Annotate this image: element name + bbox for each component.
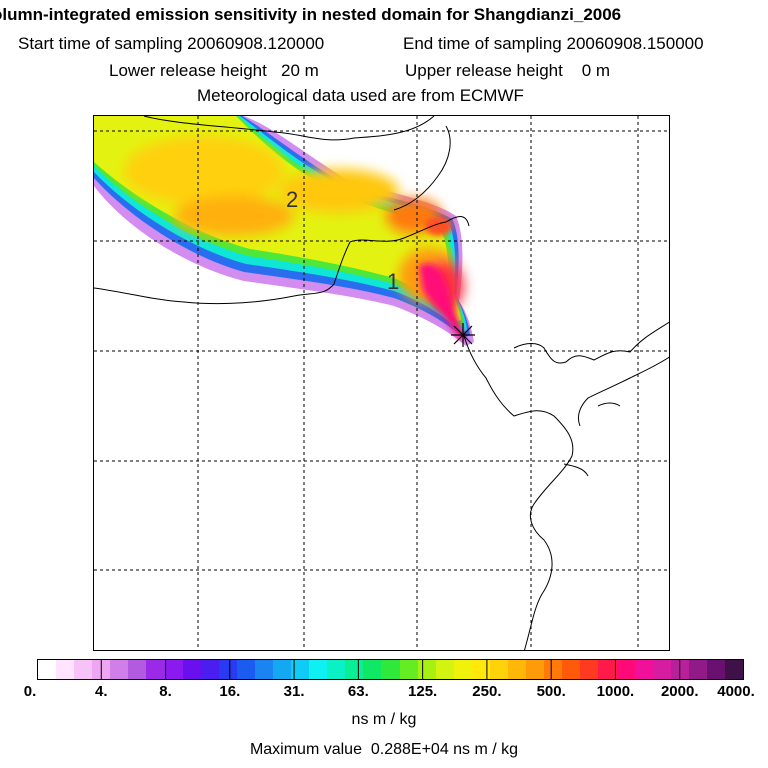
colorbar-segment (562, 660, 581, 679)
sensitivity-plume (94, 116, 474, 346)
colorbar-segment (399, 660, 418, 679)
colorbar-segment (164, 660, 183, 679)
colorbar-units: ns m / kg (351, 711, 417, 728)
colorbar-segment (634, 660, 653, 679)
map-panel: 1 2 (93, 115, 670, 651)
colorbar-dividers (100, 659, 681, 680)
lat-lon-grid (94, 116, 669, 650)
colorbar-segment (254, 660, 274, 679)
colorbar-segment (74, 660, 93, 679)
colorbar-segment (652, 660, 671, 679)
start-time-label: Start time of sampling 20060908.120000 (18, 34, 325, 53)
met-data-line: Meteorological data used are from ECMWF (197, 86, 524, 105)
colorbar-tick-label: 1000. (596, 683, 635, 700)
colorbar-tick-label: 0. (23, 683, 37, 700)
colorbar-tick-label: 31. (283, 683, 305, 700)
colorbar-tick-label: 500. (536, 683, 566, 700)
colorbar-tick-label: 4. (95, 683, 108, 700)
receptor-star-icon (451, 323, 475, 347)
colorbar-tick-label: 8. (159, 683, 172, 700)
colorbar-segment (489, 660, 509, 679)
colorbar-segment (110, 660, 129, 679)
colorbar-segment (381, 660, 400, 679)
colorbar-segment (616, 660, 635, 679)
colorbar-segment (598, 660, 617, 679)
colorbar-segment (309, 660, 328, 679)
colorbar-segment (38, 660, 57, 679)
colorbar-segment (724, 660, 744, 679)
colorbar-segment (182, 660, 201, 679)
colorbar-segment (56, 660, 75, 679)
colorbar (37, 659, 744, 680)
colorbar-segment (453, 660, 472, 679)
colorbar-tick-label: 125. (408, 683, 438, 700)
plot-title: olumn-integrated emission sensitivity in… (0, 5, 622, 24)
colorbar-segment (236, 660, 255, 679)
colorbar-segment (580, 660, 599, 679)
colorbar-segment (363, 660, 382, 679)
colorbar-segment (544, 660, 563, 679)
colorbar-segment (526, 660, 545, 679)
coastlines (94, 116, 669, 650)
maximum-value: Maximum value 0.288E+04 ns m / kg (249, 741, 519, 758)
colorbar-tick-label: 16. (219, 683, 241, 700)
colorbar-segment (146, 660, 165, 679)
colorbar-segment (706, 660, 725, 679)
colorbar-segment (435, 660, 454, 679)
colorbar-segment (345, 660, 364, 679)
upper-release-height: Upper release height 0 m (405, 61, 611, 80)
colorbar-tick-label: 63. (347, 683, 369, 700)
colorbar-segment (291, 660, 310, 679)
colorbar-segment (273, 660, 292, 679)
cluster-label-2: 2 (286, 187, 298, 212)
colorbar-segment (327, 660, 346, 679)
colorbar-tick-label: 250. (472, 683, 502, 700)
colorbar-segment (200, 660, 219, 679)
colorbar-segment (128, 660, 147, 679)
map-canvas: 1 2 (94, 116, 669, 650)
colorbar-segment (508, 660, 527, 679)
colorbar-segment (218, 660, 237, 679)
colorbar-segment (471, 660, 490, 679)
end-time-label: End time of sampling 20060908.150000 (403, 34, 704, 53)
colorbar-tick-label: 2000. (660, 683, 699, 700)
lower-release-height: Lower release height 20 m (109, 61, 319, 80)
colorbar-tick-label: 4000. (717, 683, 755, 700)
cluster-label-1: 1 (387, 269, 399, 294)
colorbar-segment (688, 660, 707, 679)
